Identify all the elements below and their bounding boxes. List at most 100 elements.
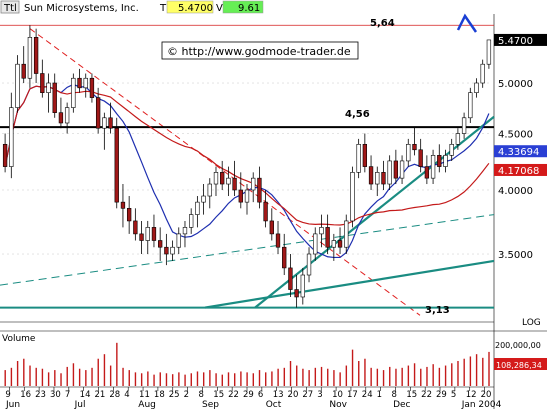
volume-bar: [370, 367, 372, 386]
x-day-label: 29: [436, 390, 447, 400]
candle-body: [399, 160, 405, 179]
candle-body: [33, 37, 39, 74]
lower-trendline: [204, 259, 495, 309]
volume-bar: [265, 372, 267, 386]
last-price-box: [166, 0, 214, 14]
volume-bar: [60, 373, 62, 386]
volume-bar: [240, 371, 242, 386]
volume-bar: [339, 372, 341, 386]
volume-bar: [438, 367, 441, 386]
volume-bar: [103, 354, 106, 386]
candle-body: [58, 112, 64, 124]
candle-body: [288, 267, 293, 290]
candle-body: [468, 92, 473, 119]
volume-bar: [463, 358, 465, 386]
volume-bar: [72, 363, 75, 386]
candle-body: [77, 77, 82, 89]
up-arrow-icon: [456, 13, 478, 33]
candle-body: [244, 189, 250, 203]
candle-body: [375, 172, 380, 185]
volume-bar: [358, 361, 360, 386]
volume-bar: [308, 370, 310, 386]
volume-bar: [140, 373, 143, 386]
volume-bar: [296, 365, 298, 386]
candle-body: [95, 97, 101, 129]
volume-bar: [184, 374, 186, 386]
volume-bar: [283, 367, 286, 386]
volume-bar: [364, 358, 366, 386]
volume-bar: [109, 365, 112, 386]
volume-bar: [482, 357, 484, 386]
x-day-label: 18: [154, 390, 165, 400]
volume-bar: [171, 374, 174, 386]
x-month-label: Nov: [329, 400, 347, 409]
ticker-box[interactable]: [0, 0, 20, 14]
candle-body: [40, 73, 45, 93]
x-day-label: 4: [124, 390, 129, 400]
volume-bar: [54, 370, 56, 386]
support-trendline: [254, 115, 495, 309]
x-day-label: 25: [169, 390, 180, 400]
volume-bar: [147, 371, 149, 386]
candle-body: [455, 133, 461, 145]
volume-bar: [413, 363, 416, 386]
watermark-box: [161, 41, 359, 60]
volume-bar: [78, 368, 81, 386]
x-day-label: 2: [184, 390, 189, 400]
candle-body: [486, 39, 492, 65]
x-day-label: 9: [5, 390, 10, 400]
volume-bar: [407, 365, 410, 386]
candle-body: [294, 289, 299, 298]
candle-body: [461, 117, 467, 134]
candle-body: [232, 177, 237, 191]
x-day-label: 21: [95, 390, 106, 400]
ma-fast-line: [4, 83, 490, 259]
candle-body: [108, 117, 113, 129]
x-day-label: 5: [451, 390, 456, 400]
price-tag: [494, 33, 547, 46]
volume-bar: [302, 368, 304, 386]
candle-body: [102, 117, 107, 129]
volume-bar: [271, 371, 273, 386]
volume-bar: [16, 361, 19, 386]
y-tick-label: 4.5000: [498, 130, 533, 141]
candle-body: [300, 274, 305, 298]
candle-body: [89, 77, 95, 98]
channel-dashed-line: [0, 214, 495, 286]
candle-body: [195, 201, 200, 215]
candle-body: [145, 227, 150, 241]
candle-body: [251, 177, 256, 191]
candle-body: [9, 107, 14, 167]
y-tick-label: 5.0000: [498, 79, 533, 90]
volume-bar: [327, 368, 329, 386]
v-label: V: [216, 3, 223, 14]
log-label: LOG: [522, 318, 541, 328]
volume-bar: [432, 364, 434, 386]
volume-bar: [35, 367, 37, 386]
volume-bar: [97, 358, 99, 386]
x-month-label: Aug: [138, 400, 156, 409]
candle-body: [201, 195, 206, 203]
volume-bar: [488, 351, 490, 386]
x-day-label: 22: [228, 390, 239, 400]
candle-body: [325, 227, 330, 248]
price-tag-label: 4.33694: [498, 147, 539, 158]
candle-body: [368, 166, 374, 185]
candle-body: [337, 240, 343, 248]
volume-bar: [395, 368, 397, 386]
candle-body: [331, 240, 336, 248]
v-value: 9.61: [238, 3, 260, 14]
candle-body: [207, 183, 212, 197]
volume-bar: [196, 371, 199, 386]
volume-bar: [333, 370, 335, 386]
watermark-text: © http://www.godmode-trader.de: [167, 45, 351, 58]
candle-body: [238, 189, 243, 203]
volume-bar: [401, 367, 403, 386]
x-day-label: 20: [481, 390, 492, 400]
x-day-label: 1: [377, 390, 382, 400]
volume-bar: [221, 374, 223, 386]
candle-body: [139, 233, 144, 241]
x-day-label: 7: [65, 390, 70, 400]
candle-body: [387, 160, 392, 185]
candle-body: [21, 63, 26, 79]
